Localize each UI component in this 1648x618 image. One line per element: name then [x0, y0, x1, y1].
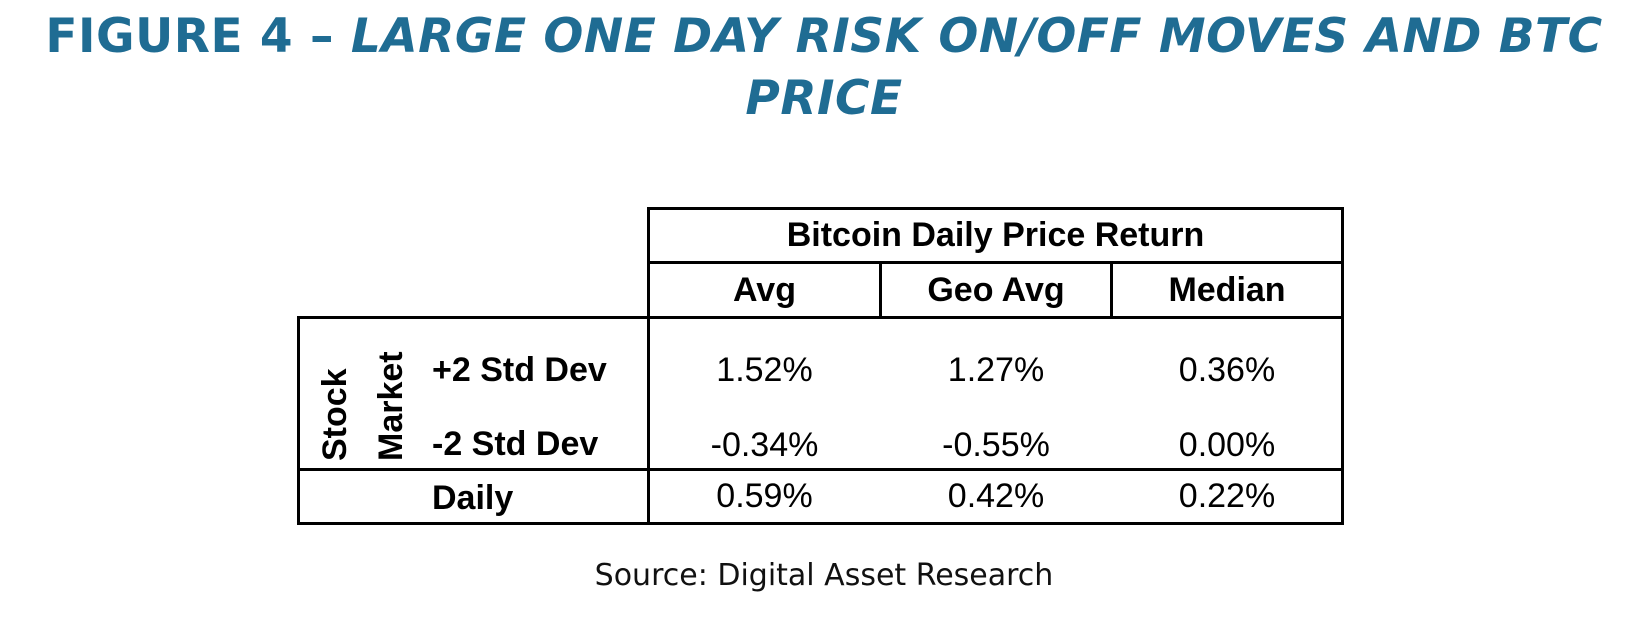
table-cell: 1.27%	[947, 350, 1045, 389]
table-cell: 0.00%	[1178, 425, 1276, 464]
table-line-col-2-3	[1110, 261, 1113, 318]
table-line-subheader	[648, 261, 1343, 264]
table-cell: 0.22%	[1178, 477, 1276, 515]
table-cell: 0.59%	[716, 477, 813, 515]
figure-title: FIGURE 4 – LARGE ONE DAY RISK ON/OFF MOV…	[0, 6, 1648, 130]
column-header-avg: Avg	[733, 270, 796, 309]
title-italic-line-1: LARGE ONE DAY RISK ON/OFF MOVES AND BTC	[350, 9, 1603, 64]
row-group-label-stock: Stock	[316, 368, 354, 461]
table-cell: 0.36%	[1178, 350, 1276, 389]
row-label-plus-2-std-dev: +2 Std Dev	[432, 351, 607, 389]
title-prefix: FIGURE 4 –	[45, 9, 351, 64]
row-group-label-market: Market	[372, 351, 410, 461]
table-border-bottom	[297, 522, 1343, 525]
column-group-header: Bitcoin Daily Price Return	[786, 216, 1205, 254]
table-line-daily-top	[297, 468, 1343, 471]
column-header-median: Median	[1168, 270, 1286, 309]
table-cell: -0.55%	[942, 425, 1050, 464]
row-label-minus-2-std-dev: -2 Std Dev	[432, 425, 599, 463]
column-header-geo-avg: Geo Avg	[927, 270, 1065, 309]
table-border-left	[297, 316, 300, 525]
row-label-daily: Daily	[432, 479, 514, 517]
title-line-1: FIGURE 4 – LARGE ONE DAY RISK ON/OFF MOV…	[0, 6, 1648, 68]
table-cell: 1.52%	[716, 350, 813, 389]
table-cell: -0.34%	[710, 425, 819, 464]
table-border-right	[1341, 207, 1344, 525]
source-caption: Source: Digital Asset Research	[594, 558, 1054, 593]
table-line-body-top	[297, 316, 1343, 319]
table-line-label-divider	[647, 207, 650, 525]
title-italic-line-2: PRICE	[745, 71, 903, 126]
table-line-col-1-2	[879, 261, 882, 318]
table-cell: 0.42%	[947, 477, 1045, 515]
table-border-top-header	[648, 207, 1343, 210]
